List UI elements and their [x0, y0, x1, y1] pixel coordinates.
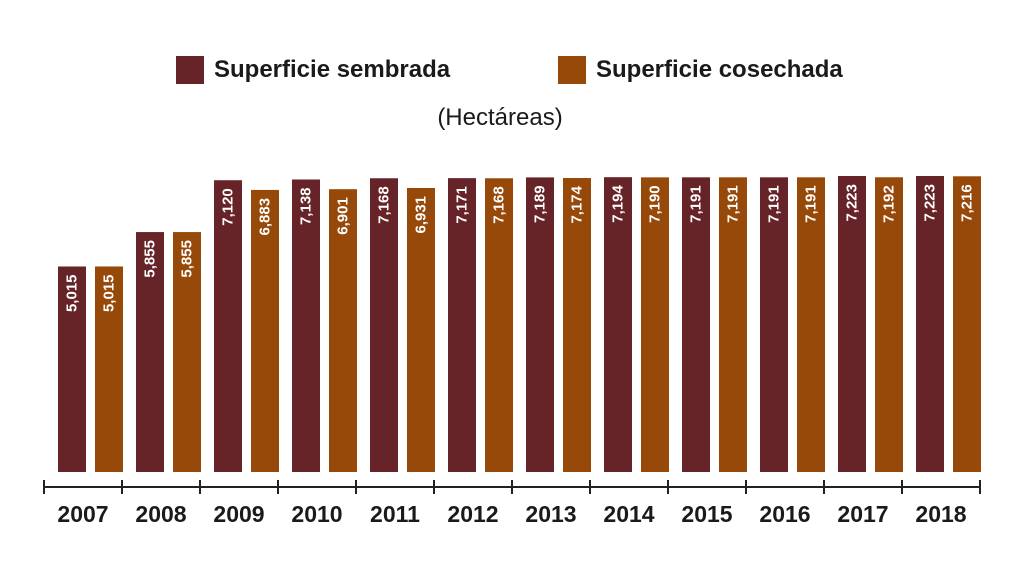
- bar-sembrada-2017: [838, 176, 866, 472]
- legend-swatch-cosechada: [558, 56, 586, 84]
- x-tick-label-2018: 2018: [915, 501, 966, 527]
- legend-swatch-sembrada: [176, 56, 204, 84]
- data-label-cosechada-2008: 5,855: [179, 240, 196, 278]
- legend: Superficie sembrada Superficie cosechada: [0, 52, 1024, 88]
- bar-sembrada-2011: [370, 178, 398, 472]
- legend-label-cosechada: Superficie cosechada: [596, 56, 843, 83]
- unit-label: (Hectáreas): [437, 104, 563, 131]
- data-label-sembrada-2017: 7,223: [844, 184, 861, 222]
- bar-sembrada-2018: [916, 176, 944, 472]
- data-label-cosechada-2007: 5,015: [101, 274, 118, 312]
- data-label-cosechada-2015: 7,191: [725, 185, 742, 223]
- data-label-sembrada-2009: 7,120: [220, 188, 237, 226]
- bar-cosechada-2008: [173, 232, 201, 472]
- x-tick-label-2012: 2012: [447, 501, 498, 527]
- bar-cosechada-2016: [797, 177, 825, 472]
- data-label-sembrada-2015: 7,191: [688, 185, 705, 223]
- data-label-sembrada-2010: 7,138: [298, 187, 315, 225]
- data-label-cosechada-2014: 7,190: [647, 185, 664, 223]
- bar-sembrada-2014: [604, 177, 632, 473]
- x-tick-label-2016: 2016: [759, 501, 810, 527]
- bar-cosechada-2012: [485, 178, 513, 472]
- x-tick-label-2015: 2015: [681, 501, 732, 527]
- x-tick-label-2014: 2014: [603, 501, 654, 527]
- x-tick-label-2007: 2007: [57, 501, 108, 527]
- bar-cosechada-2018: [953, 176, 981, 472]
- bar-cosechada-2010: [329, 189, 357, 472]
- x-tick-label-2017: 2017: [837, 501, 888, 527]
- x-tick-label-2011: 2011: [370, 501, 420, 527]
- bar-cosechada-2017: [875, 177, 903, 472]
- bar-sembrada-2007: [58, 266, 86, 472]
- bar-cosechada-2009: [251, 189, 279, 472]
- bar-sembrada-2012: [448, 178, 476, 472]
- data-label-cosechada-2018: 7,216: [959, 184, 976, 222]
- bar-cosechada-2007: [95, 266, 123, 472]
- data-label-sembrada-2014: 7,194: [610, 185, 627, 223]
- data-label-sembrada-2011: 7,168: [376, 186, 393, 224]
- data-label-sembrada-2013: 7,189: [532, 185, 549, 223]
- data-label-cosechada-2010: 6,901: [335, 197, 352, 235]
- x-tick-label-2008: 2008: [135, 501, 186, 527]
- data-label-cosechada-2016: 7,191: [803, 185, 820, 223]
- x-tick-label-2013: 2013: [525, 501, 576, 527]
- x-tick-label-2009: 2009: [213, 501, 264, 527]
- legend-item-cosechada: Superficie cosechada: [558, 52, 843, 88]
- data-label-cosechada-2013: 7,174: [569, 185, 586, 223]
- bar-sembrada-2008: [136, 232, 164, 472]
- data-label-sembrada-2012: 7,171: [454, 186, 471, 224]
- bar-sembrada-2013: [526, 177, 554, 473]
- data-label-cosechada-2009: 6,883: [257, 198, 274, 236]
- data-label-sembrada-2008: 5,855: [142, 240, 159, 278]
- bar-sembrada-2016: [760, 177, 788, 472]
- legend-label-sembrada: Superficie sembrada: [214, 56, 451, 83]
- bar-sembrada-2009: [214, 180, 242, 473]
- bar-cosechada-2013: [563, 178, 591, 472]
- data-label-sembrada-2018: 7,223: [922, 184, 939, 222]
- bar-sembrada-2015: [682, 177, 710, 472]
- data-label-sembrada-2007: 5,015: [64, 274, 81, 312]
- bar-sembrada-2010: [292, 179, 320, 472]
- data-label-sembrada-2016: 7,191: [766, 185, 783, 223]
- legend-item-sembrada: Superficie sembrada: [176, 52, 450, 88]
- data-label-cosechada-2017: 7,192: [881, 185, 898, 223]
- bar-cosechada-2011: [407, 187, 435, 472]
- data-label-cosechada-2011: 6,931: [413, 196, 430, 234]
- data-label-cosechada-2012: 7,168: [491, 186, 508, 224]
- x-tick-label-2010: 2010: [291, 501, 342, 527]
- bar-cosechada-2014: [641, 177, 669, 472]
- bar-cosechada-2015: [719, 177, 747, 472]
